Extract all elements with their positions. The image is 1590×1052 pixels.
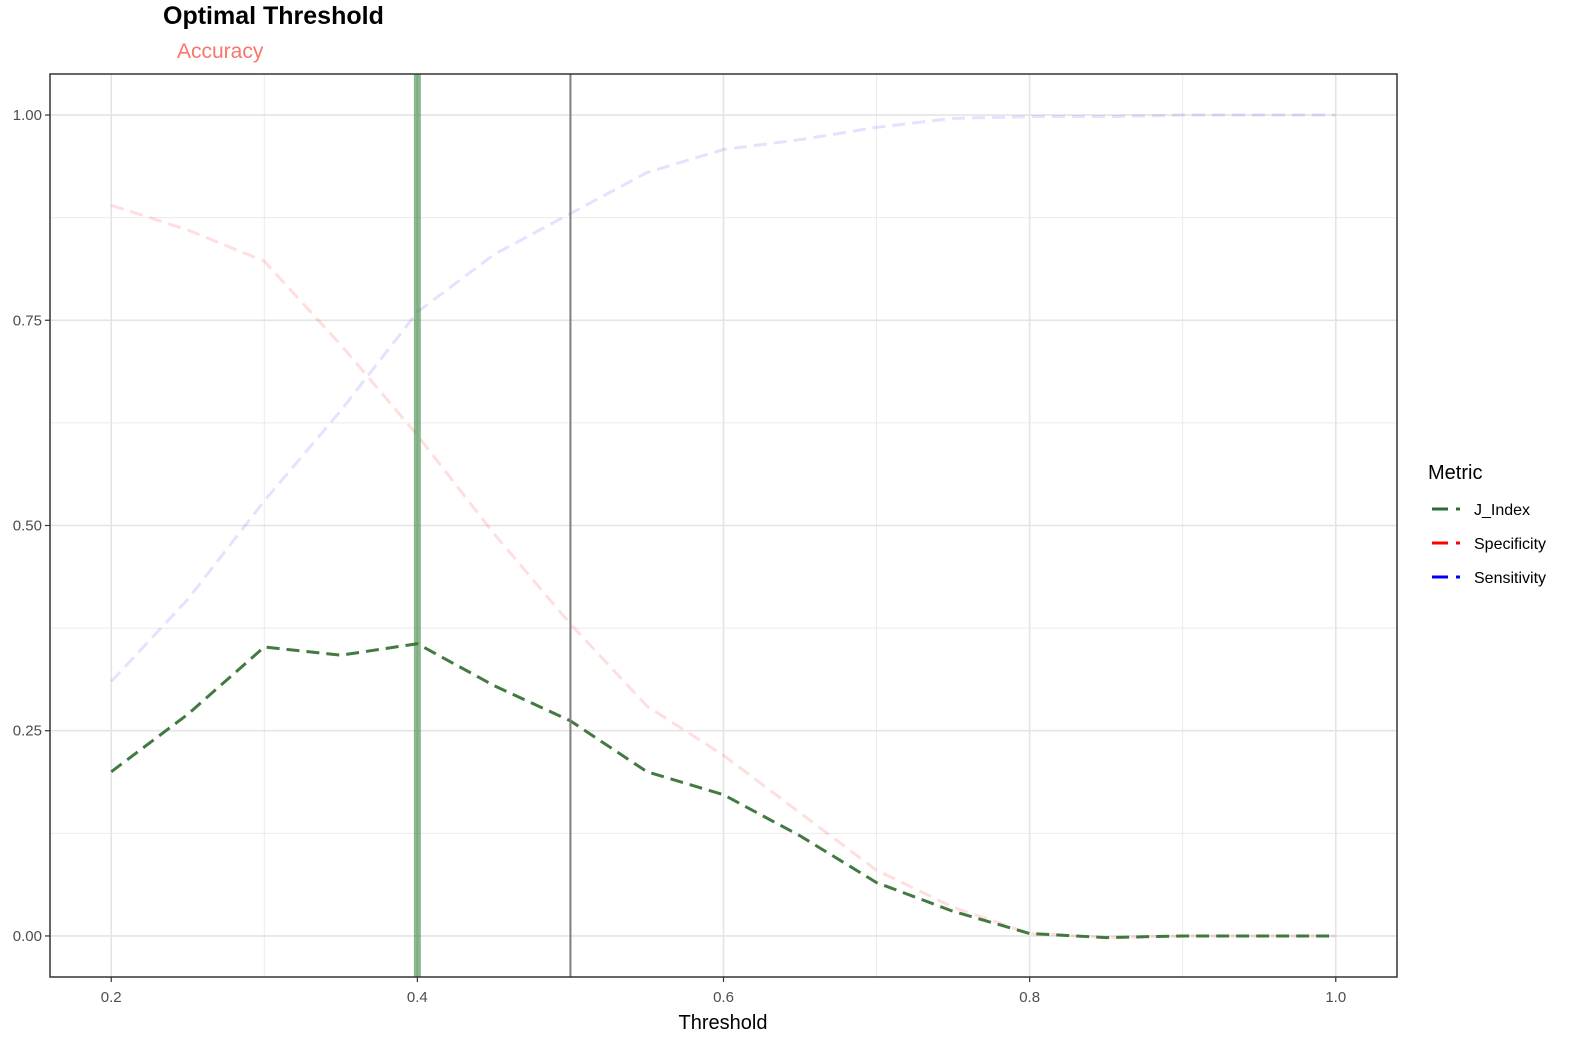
y-tick-label: 0.75 (13, 312, 42, 329)
x-axis-title: Threshold (679, 1012, 768, 1034)
axis-layer: 0.2 0.4 0.6 0.8 1.0 0.00 0.25 0.50 0.75 1.00 (13, 107, 1346, 1006)
legend: Metric J_Index Specificity Sensitivity (1428, 462, 1546, 587)
series-layer (110, 113, 1336, 940)
vline-layer (413, 74, 572, 977)
chart-title: Optimal Threshold (163, 2, 384, 30)
y-tick-label: 0.25 (13, 723, 42, 740)
legend-label: J_Index (1474, 502, 1530, 519)
grid-layer (50, 74, 1397, 977)
series-line-j-index (110, 642, 1336, 940)
series-line-specificity (110, 203, 1336, 940)
y-tick-label: 1.00 (13, 107, 42, 124)
x-tick-label: 0.4 (407, 989, 428, 1006)
series-line-sensitivity (110, 113, 1336, 683)
legend-title: Metric (1428, 462, 1482, 484)
x-tick-label: 0.6 (713, 989, 734, 1006)
x-tick-label: 1.0 (1325, 989, 1346, 1006)
legend-label: Sensitivity (1474, 570, 1546, 587)
x-tick-label: 0.8 (1019, 989, 1040, 1006)
chart-subtitle: Accuracy (177, 40, 264, 63)
y-tick-label: 0.00 (13, 928, 42, 945)
x-tick-label: 0.2 (101, 989, 122, 1006)
y-tick-label: 0.50 (13, 518, 42, 535)
legend-label: Specificity (1474, 536, 1546, 553)
